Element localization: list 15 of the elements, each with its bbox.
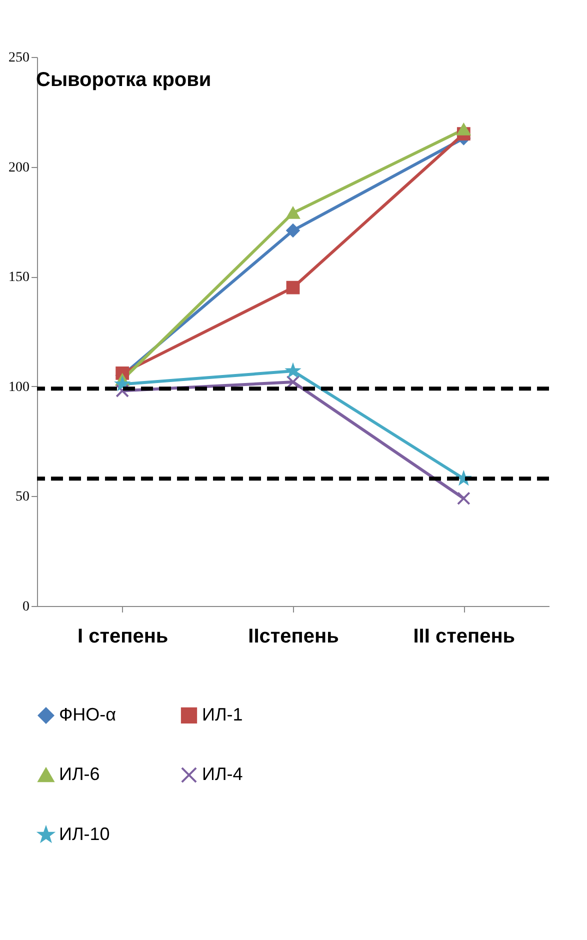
x-tick-label: IIстепень xyxy=(248,626,339,648)
text: Сыворотка крови xyxy=(36,69,212,91)
y-tick-label: 150 xyxy=(8,270,30,286)
y-tick-label: 200 xyxy=(8,160,30,176)
legend-label: ИЛ-1 xyxy=(202,704,243,724)
legend-label: ИЛ-4 xyxy=(202,764,243,784)
y-tick-label: 50 xyxy=(16,490,30,505)
y-tick-label: 250 xyxy=(8,50,30,66)
y-tick-label: 100 xyxy=(8,380,30,395)
legend-label: ИЛ-6 xyxy=(59,764,100,784)
legend-label: ИЛ-10 xyxy=(59,824,110,844)
y-tick-label: 0 xyxy=(22,600,30,614)
x-tick-label: III степень xyxy=(413,626,516,648)
legend-label: ФНО-α xyxy=(59,704,116,724)
x-tick-label: I степень xyxy=(77,626,168,648)
